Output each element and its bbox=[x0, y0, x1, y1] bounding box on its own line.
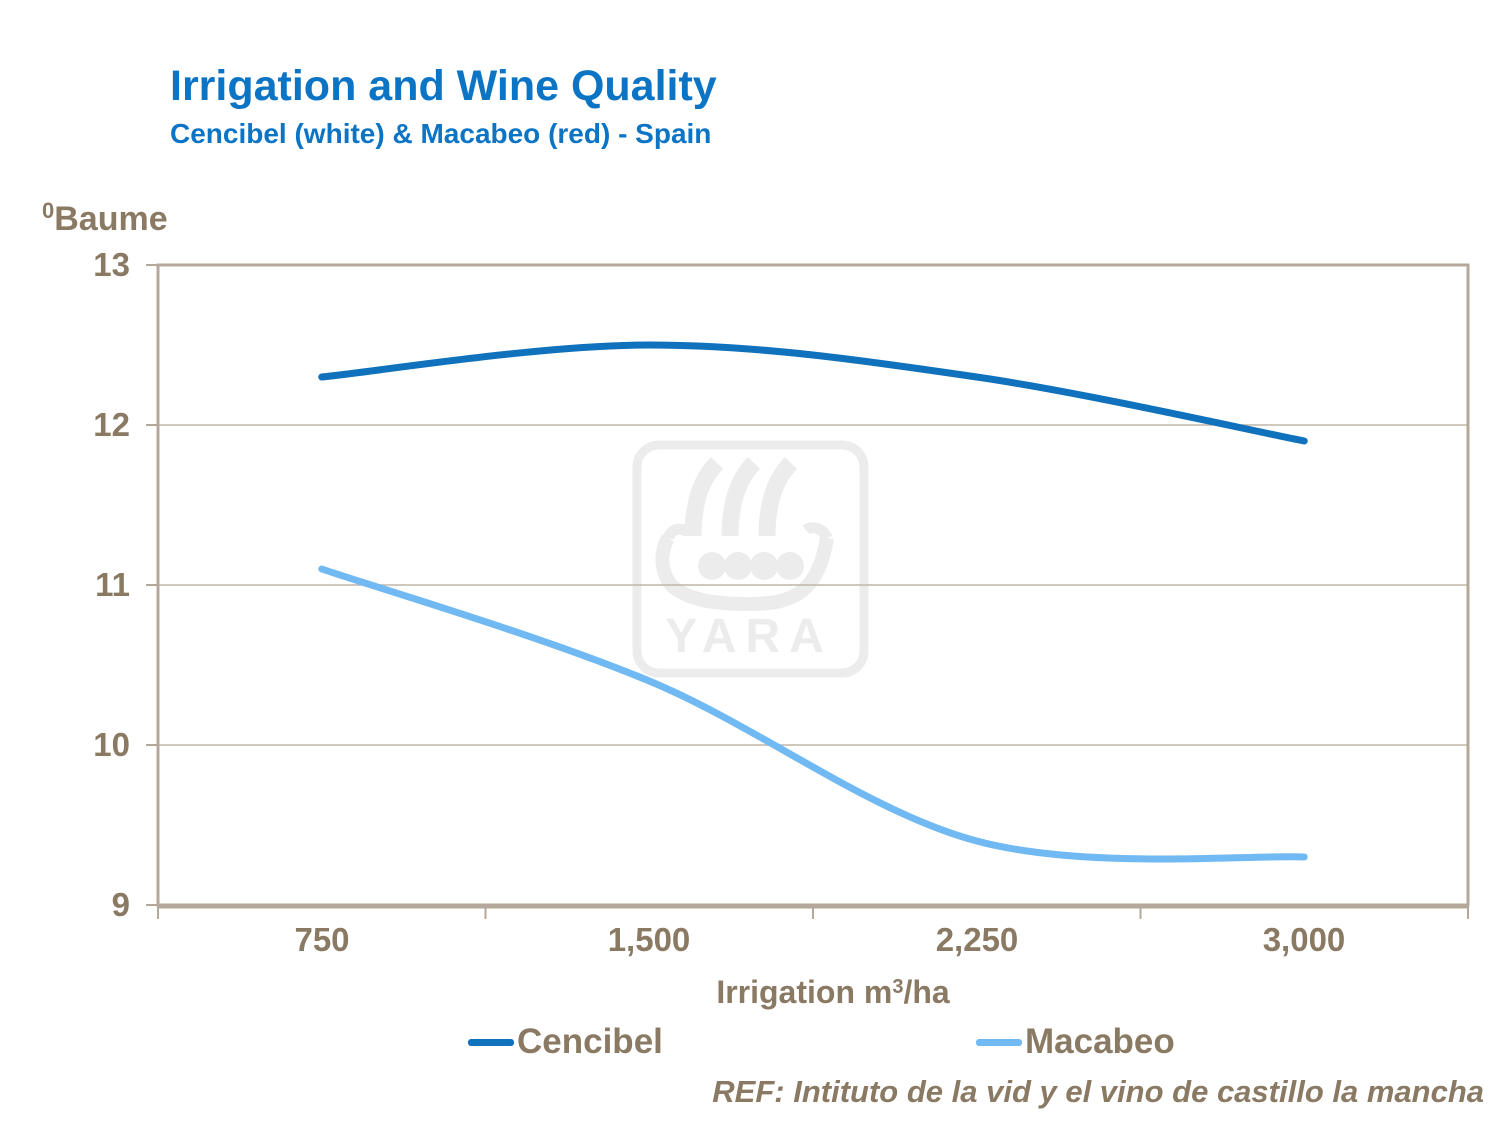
y-axis-unit-superscript: 0 bbox=[42, 198, 55, 223]
watermark-sail-2 bbox=[721, 456, 761, 537]
y-tick-label-9: 9 bbox=[111, 886, 130, 923]
watermark-shield-2 bbox=[724, 552, 752, 580]
cencibel-line-swatch bbox=[468, 1038, 514, 1046]
x-axis-title-suffix: /ha bbox=[903, 974, 950, 1010]
watermark-hull-right-curl bbox=[802, 522, 833, 541]
reference-text: REF: Intituto de la vid y el vino de cas… bbox=[712, 1074, 1484, 1109]
y-tick-label-13: 13 bbox=[93, 246, 130, 283]
y-tick-label-10: 10 bbox=[93, 726, 130, 763]
chart-subtitle: Cencibel (white) & Macabeo (red) - Spain bbox=[170, 118, 712, 149]
yara-watermark-logo: YARA bbox=[632, 440, 869, 678]
gridlines bbox=[159, 424, 1467, 746]
axis-tick-marks bbox=[146, 264, 1469, 919]
legend-label-cencibel: Cencibel bbox=[517, 1022, 663, 1061]
x-axis-title-superscript: 3 bbox=[892, 976, 904, 998]
x-tick-label-1500: 1,500 bbox=[607, 921, 691, 958]
watermark-sail-1 bbox=[684, 456, 724, 537]
watermark-shield-1 bbox=[698, 552, 726, 580]
x-axis-title-text: Irrigation m bbox=[716, 974, 893, 1010]
x-tick-label-3000: 3,000 bbox=[1262, 921, 1346, 958]
y-tick-label-12: 12 bbox=[93, 406, 130, 443]
macabeo-line bbox=[318, 565, 1308, 863]
watermark-shield-4 bbox=[776, 552, 804, 580]
watermark-wordmark: YARA bbox=[665, 610, 833, 663]
y-axis-unit-label: 0Baume bbox=[42, 198, 168, 239]
chart-title: Irrigation and Wine Quality bbox=[170, 62, 717, 110]
watermark-shield-3 bbox=[750, 552, 778, 580]
cencibel-line bbox=[318, 341, 1308, 445]
watermark-sail-3 bbox=[758, 456, 798, 537]
watermark-hull bbox=[655, 534, 834, 612]
legend-entry-macabeo: Macabeo bbox=[976, 1020, 1175, 1064]
legend-label-macabeo: Macabeo bbox=[1025, 1022, 1175, 1061]
macabeo-line-swatch bbox=[976, 1038, 1022, 1046]
legend-entry-cencibel: Cencibel bbox=[468, 1020, 663, 1064]
y-axis-unit-text: Baume bbox=[54, 200, 168, 238]
watermark-hull-left-curl bbox=[662, 523, 693, 541]
watermark-border bbox=[632, 440, 869, 678]
x-tick-label-750: 750 bbox=[294, 921, 350, 958]
x-tick-label-2250: 2,250 bbox=[935, 921, 1019, 958]
y-tick-label-11: 11 bbox=[95, 566, 130, 603]
x-axis-title: Irrigation m3/ha bbox=[583, 974, 1083, 1011]
